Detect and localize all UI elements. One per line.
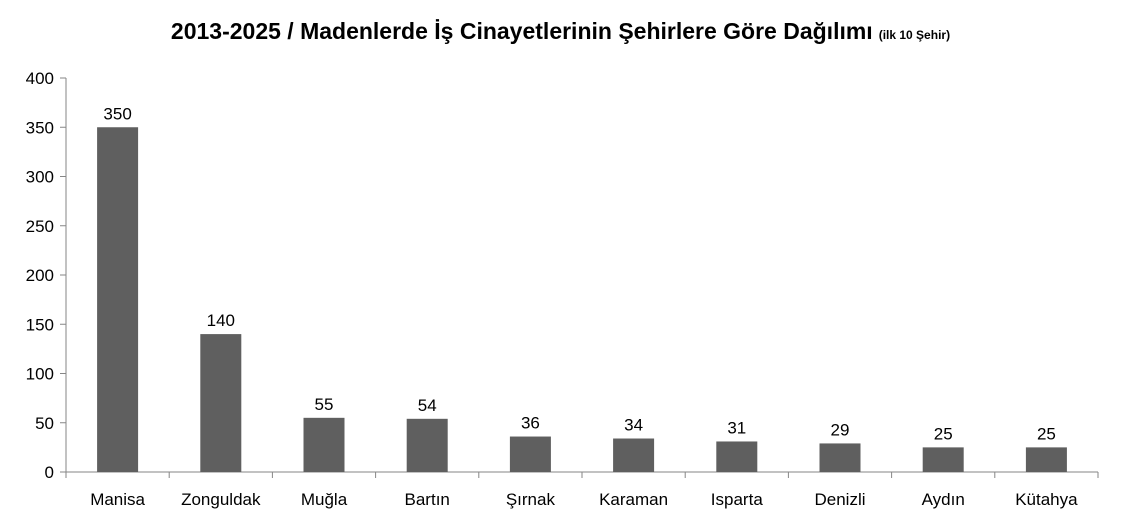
data-label: 29	[831, 420, 850, 439]
y-tick-label: 200	[26, 266, 54, 285]
data-label: 34	[624, 416, 643, 435]
x-category-label: Bartın	[405, 490, 450, 509]
bar-3	[303, 417, 345, 472]
y-tick-label: 350	[26, 118, 54, 137]
y-tick-label: 50	[35, 414, 54, 433]
x-category-label: Zonguldak	[181, 490, 261, 509]
chart-title: 2013-2025 / Madenlerde İş Cinayetlerinin…	[0, 18, 1121, 45]
y-tick-label: 100	[26, 365, 54, 384]
data-label: 55	[315, 395, 334, 414]
x-category-label: Kütahya	[1015, 490, 1078, 509]
bar-7	[716, 441, 758, 472]
bar-4	[406, 418, 448, 472]
y-tick-label: 0	[45, 463, 54, 482]
y-tick-label: 250	[26, 217, 54, 236]
chart-title-text: 2013-2025 / Madenlerde İş Cinayetlerinin…	[170, 18, 873, 44]
bar-9	[922, 447, 964, 472]
bar-2	[200, 334, 242, 472]
data-label: 25	[934, 424, 953, 443]
x-category-label: Aydın	[922, 490, 965, 509]
data-label: 54	[418, 396, 437, 415]
y-tick-label: 300	[26, 168, 54, 187]
bar-1	[97, 127, 139, 472]
bar-5	[509, 436, 551, 472]
data-label: 350	[103, 104, 131, 123]
bar-10	[1025, 447, 1067, 472]
x-category-label: Karaman	[599, 490, 668, 509]
bar-6	[613, 438, 655, 472]
data-label: 140	[207, 311, 235, 330]
y-tick-label: 400	[26, 69, 54, 88]
y-tick-label: 150	[26, 315, 54, 334]
x-category-label: Muğla	[301, 490, 348, 509]
data-label: 36	[521, 414, 540, 433]
x-category-label: Denizli	[814, 490, 865, 509]
x-category-label: Manisa	[90, 490, 145, 509]
bar-8	[819, 443, 861, 472]
chart-subtitle: (ilk 10 Şehir)	[878, 28, 951, 42]
x-category-label: Şırnak	[506, 490, 556, 509]
x-category-label: Isparta	[711, 490, 764, 509]
data-label: 25	[1037, 424, 1056, 443]
data-label: 31	[727, 418, 746, 437]
